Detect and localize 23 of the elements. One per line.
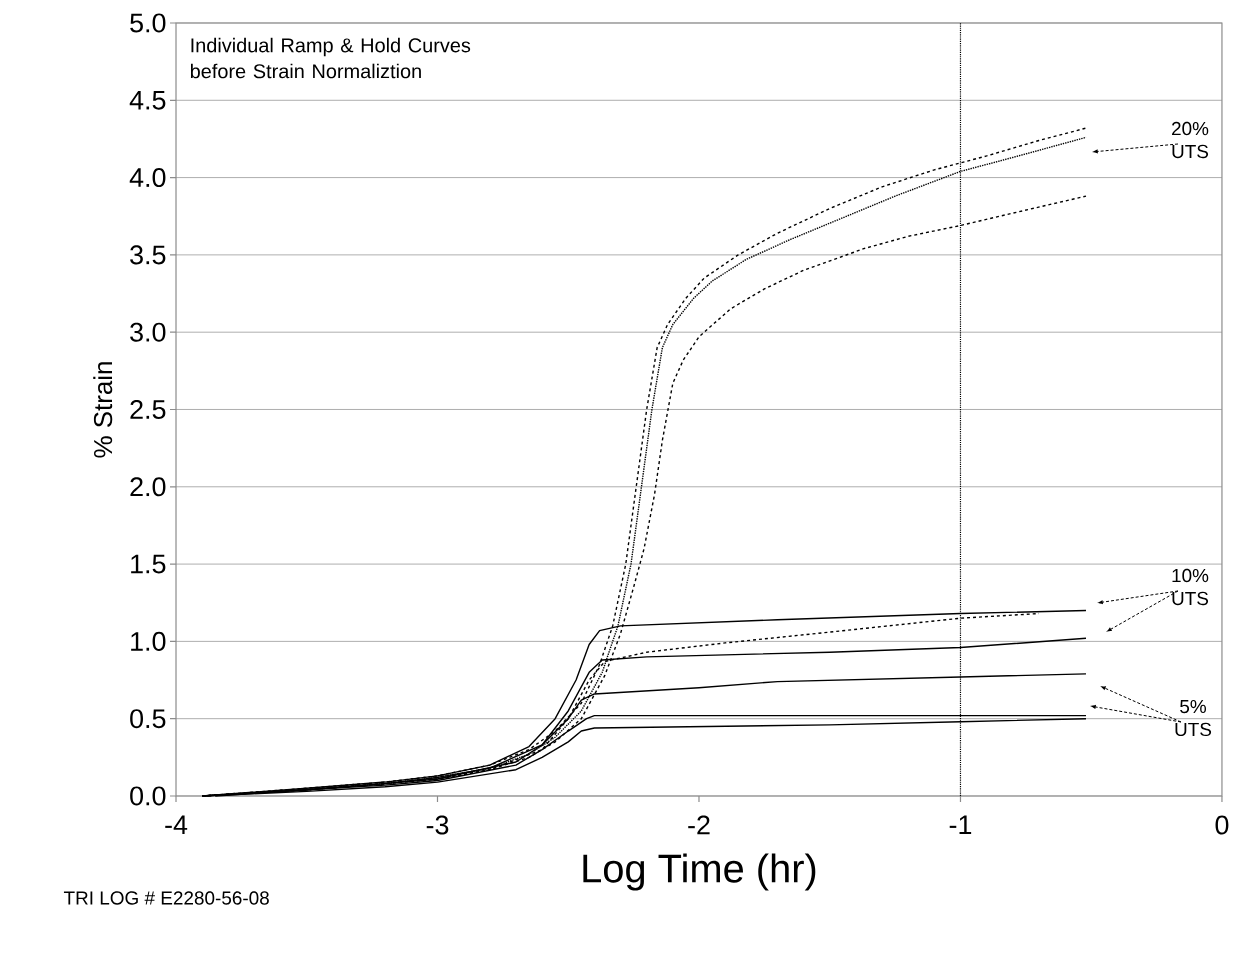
x-tick-label: -2 [688, 815, 710, 835]
x-tick-label: -3 [426, 815, 449, 835]
text: Individual Ramp & Hold Curves before Strain Normaliztion [190, 37, 471, 79]
text: TRI LOG # E2280-56-08 [63, 891, 269, 905]
y-tick-label: 3.0 [130, 322, 166, 342]
y-tick-label: 2.5 [130, 399, 166, 420]
y-tick-label: 2.0 [130, 477, 166, 497]
x-tick-label: -1 [949, 815, 972, 835]
annotation: 5% UTS [1175, 699, 1212, 737]
x-axis-title: Log Time (hr) [583, 853, 816, 891]
annotation: 20% UTS [1172, 121, 1209, 159]
x-tick-label: -4 [165, 815, 188, 835]
y-tick-label: 4.0 [129, 168, 166, 188]
y-tick-label: 4.5 [129, 90, 166, 110]
y-axis-title: % Strain [93, 362, 113, 458]
x-tick-label: 0 [1215, 815, 1229, 835]
y-tick-label: 0.5 [130, 709, 166, 729]
y-tick-label: 3.5 [130, 245, 166, 265]
y-tick-label: 5.0 [130, 13, 166, 33]
annotation: 10% UTS [1172, 568, 1209, 606]
y-tick-label: 0.0 [130, 786, 166, 806]
y-tick-label: 1.0 [131, 631, 166, 651]
y-tick-label: 1.5 [131, 554, 166, 574]
